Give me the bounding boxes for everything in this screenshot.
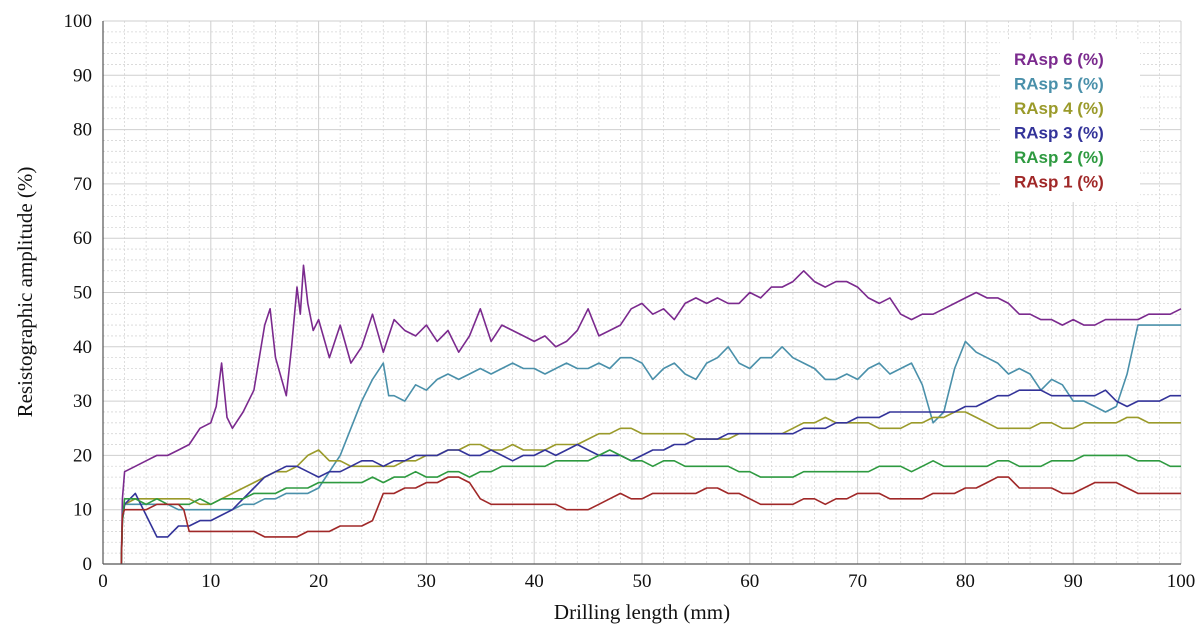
y-tick-label: 70 [73,174,92,195]
x-tick-label: 10 [201,571,220,592]
x-tick-label: 70 [848,571,867,592]
x-tick-label: 90 [1064,571,1083,592]
series-line-2 [120,324,1181,565]
y-tick-label: 100 [64,11,93,32]
x-tick-label: 30 [417,571,436,592]
x-tick-labels: 0 10 20 30 40 50 60 70 80 90 100 [98,571,1195,592]
y-axis-label: Resistographic amplitude (%) [13,167,37,418]
series-line-5 [120,449,1181,565]
legend-entry: RAsp 2 (%) [1014,148,1104,167]
x-tick-label: 100 [1167,571,1196,592]
y-tick-label: 90 [73,65,92,86]
y-tick-label: 0 [83,554,93,575]
series-lines [120,264,1182,565]
legend-entry: RAsp 1 (%) [1014,173,1104,192]
x-tick-label: 40 [525,571,544,592]
series-line-6 [120,476,1181,565]
x-tick-label: 50 [633,571,652,592]
y-tick-label: 50 [73,283,92,304]
legend-box [1000,40,1140,202]
y-tick-label: 10 [73,500,92,521]
x-tick-label: 0 [98,571,108,592]
legend-entry: RAsp 6 (%) [1014,50,1104,69]
y-tick-label: 20 [73,445,92,466]
y-tick-labels: 0 10 20 30 40 50 60 70 80 90 100 [64,11,93,575]
series-line-4 [120,389,1181,565]
legend-entry: RAsp 4 (%) [1014,99,1104,118]
y-tick-label: 80 [73,120,92,141]
axes [102,21,1181,565]
legend-entry: RAsp 5 (%) [1014,75,1104,94]
legend: RAsp 6 (%) RAsp 5 (%) RAsp 4 (%) RAsp 3 (%)… [1000,40,1140,202]
series-line-1 [120,264,1182,565]
y-tick-label: 60 [73,228,92,249]
x-tick-label: 60 [740,571,759,592]
x-tick-label: 20 [309,571,328,592]
y-tick-label: 30 [73,391,92,412]
series-line-3 [120,411,1181,565]
legend-entry: RAsp 3 (%) [1014,124,1104,143]
y-tick-label: 40 [73,337,92,358]
x-tick-label: 80 [956,571,975,592]
minor-gridlines [103,21,1181,564]
x-axis-label: Drilling length (mm) [554,600,730,624]
